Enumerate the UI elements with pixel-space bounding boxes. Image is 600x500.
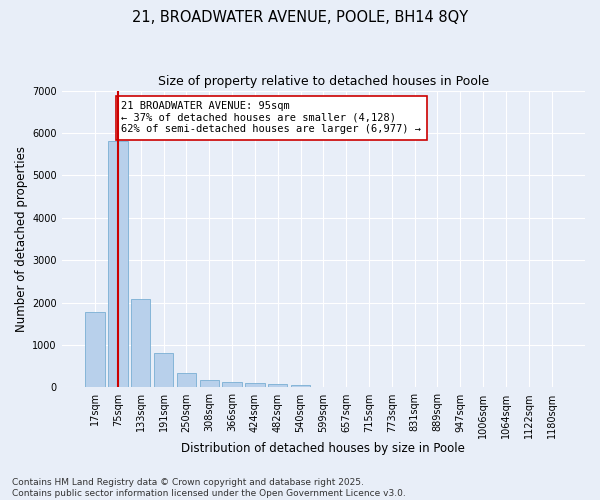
Y-axis label: Number of detached properties: Number of detached properties [15, 146, 28, 332]
Text: 21, BROADWATER AVENUE, POOLE, BH14 8QY: 21, BROADWATER AVENUE, POOLE, BH14 8QY [132, 10, 468, 25]
Bar [223, 382, 242, 388]
Text: Contains HM Land Registry data © Crown copyright and database right 2025.
Contai: Contains HM Land Registry data © Crown c… [12, 478, 406, 498]
Bar [177, 373, 196, 388]
Bar [200, 380, 219, 388]
Bar [108, 140, 128, 388]
Bar [154, 352, 173, 388]
Bar [131, 299, 151, 388]
Bar [85, 312, 105, 388]
Bar [268, 384, 287, 388]
X-axis label: Distribution of detached houses by size in Poole: Distribution of detached houses by size … [181, 442, 465, 455]
Text: 21 BROADWATER AVENUE: 95sqm
← 37% of detached houses are smaller (4,128)
62% of : 21 BROADWATER AVENUE: 95sqm ← 37% of det… [121, 101, 421, 134]
Bar [291, 385, 310, 388]
Title: Size of property relative to detached houses in Poole: Size of property relative to detached ho… [158, 75, 489, 88]
Bar [245, 383, 265, 388]
